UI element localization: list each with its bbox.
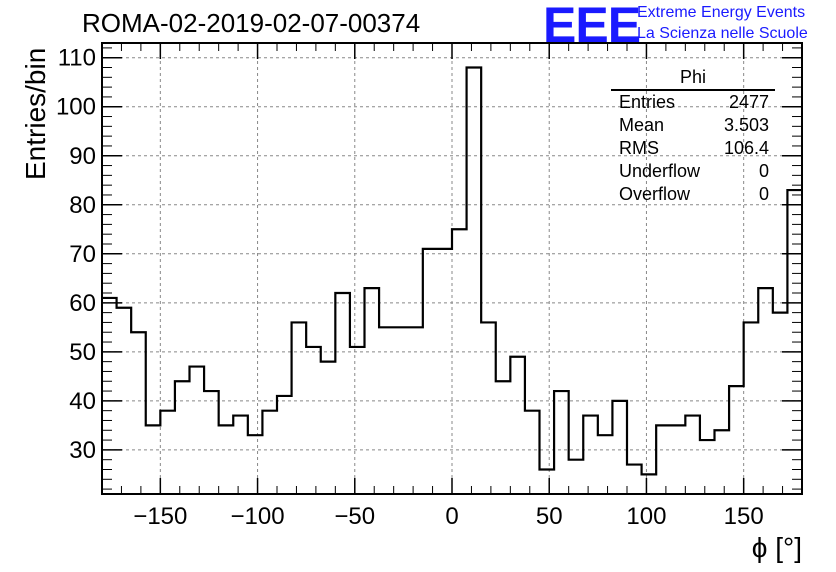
y-tick-label: 30 [69, 437, 96, 464]
y-tick-label: 70 [69, 241, 96, 268]
x-tick-label: 150 [724, 503, 764, 530]
stats-value: 2477 [728, 92, 769, 112]
axis-ticks [102, 43, 802, 494]
stats-row-underflow: Underflow 0 [611, 160, 775, 183]
x-tick-label: −150 [133, 503, 187, 530]
stats-box: Phi Entries 2477 Mean 3.503 RMS 106.4 Un… [611, 66, 775, 206]
x-tick-label: 0 [445, 503, 458, 530]
stats-value: 0 [758, 161, 769, 181]
stats-row-rms: RMS 106.4 [611, 137, 775, 160]
y-tick-labels: 30 40 50 60 70 80 90 100 110 [56, 45, 96, 464]
y-tick-label: 60 [69, 290, 96, 317]
stats-label: Underflow [619, 161, 701, 181]
y-tick-label: 50 [69, 339, 96, 366]
x-tick-label: −100 [231, 503, 285, 530]
logo-line-2: La Scienza nelle Scuole [637, 25, 808, 42]
stats-value: 106.4 [723, 138, 769, 158]
y-axis-label: Entries/bin [20, 47, 51, 180]
y-tick-label: 40 [69, 388, 96, 415]
x-tick-label: 100 [626, 503, 666, 530]
stats-row-entries: Entries 2477 [611, 91, 775, 114]
y-tick-label: 110 [58, 45, 96, 72]
stats-row-mean: Mean 3.503 [611, 114, 775, 137]
stats-label: Entries [619, 92, 676, 112]
stats-label: Mean [619, 115, 665, 135]
eee-logo: EEE [543, 0, 641, 53]
stats-title: Phi [611, 66, 775, 91]
y-tick-label: 90 [69, 143, 96, 170]
stats-row-overflow: Overflow 0 [611, 183, 775, 206]
stats-value: 0 [758, 184, 769, 204]
x-tick-label: 50 [536, 503, 563, 530]
stats-label: RMS [619, 138, 659, 158]
x-axis-label: ϕ [°] [751, 532, 802, 563]
stats-value: 3.503 [723, 115, 769, 135]
logo-line-1: Extreme Energy Events [637, 4, 806, 21]
stats-label: Overflow [619, 184, 691, 204]
chart-title: ROMA-02-2019-02-07-00374 [82, 8, 421, 38]
x-tick-labels: −150 −100 −50 0 50 100 150 [133, 503, 763, 530]
histogram-step-line [102, 66, 802, 476]
x-tick-label: −50 [334, 503, 375, 530]
y-tick-label: 80 [69, 192, 96, 219]
y-tick-label: 100 [56, 94, 96, 121]
